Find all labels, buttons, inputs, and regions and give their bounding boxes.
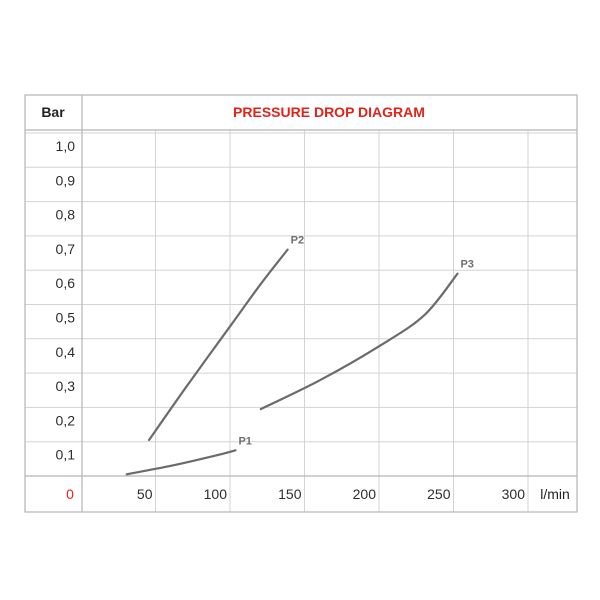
curve-label-p1: P1 <box>238 435 251 447</box>
chart-frame <box>24 94 578 513</box>
curve-p3 <box>259 272 459 411</box>
grid <box>25 130 577 512</box>
y-tick-label: 0,3 <box>56 378 76 394</box>
y-tick-label: 0,9 <box>56 172 76 188</box>
x-tick-label: 50 <box>137 486 153 502</box>
chart-title: PRESSURE DROP DIAGRAM <box>233 104 425 120</box>
origin-label: 0 <box>66 486 74 502</box>
y-tick-label: 0,6 <box>56 275 76 291</box>
x-tick-label: 250 <box>427 486 451 502</box>
y-axis-label: Bar <box>41 104 65 120</box>
y-tick-label: 1,0 <box>56 138 76 154</box>
y-tick-labels: 0,1 0,2 0,3 0,4 0,5 0,6 0,7 0,8 0,9 1,0 <box>56 138 76 463</box>
y-tick-label: 0,5 <box>56 310 76 326</box>
x-tick-label: 150 <box>278 486 302 502</box>
x-tick-label: 200 <box>353 486 377 502</box>
curves: P1 P2 P3 <box>125 235 474 476</box>
x-axis-unit: l/min <box>540 486 570 502</box>
curve-p1 <box>125 449 237 476</box>
curve-label-p3: P3 <box>460 259 473 271</box>
y-tick-label: 0,7 <box>56 241 76 257</box>
y-tick-label: 0,2 <box>56 412 76 428</box>
x-tick-label: 100 <box>204 486 228 502</box>
y-tick-label: 0,1 <box>56 447 76 463</box>
x-tick-label: 300 <box>502 486 526 502</box>
y-tick-label: 0,4 <box>56 344 76 360</box>
y-tick-label: 0,8 <box>56 207 76 223</box>
curve-p2 <box>147 248 289 442</box>
curve-label-p2: P2 <box>291 235 304 247</box>
x-tick-labels: 50 100 150 200 250 300 <box>137 486 525 502</box>
